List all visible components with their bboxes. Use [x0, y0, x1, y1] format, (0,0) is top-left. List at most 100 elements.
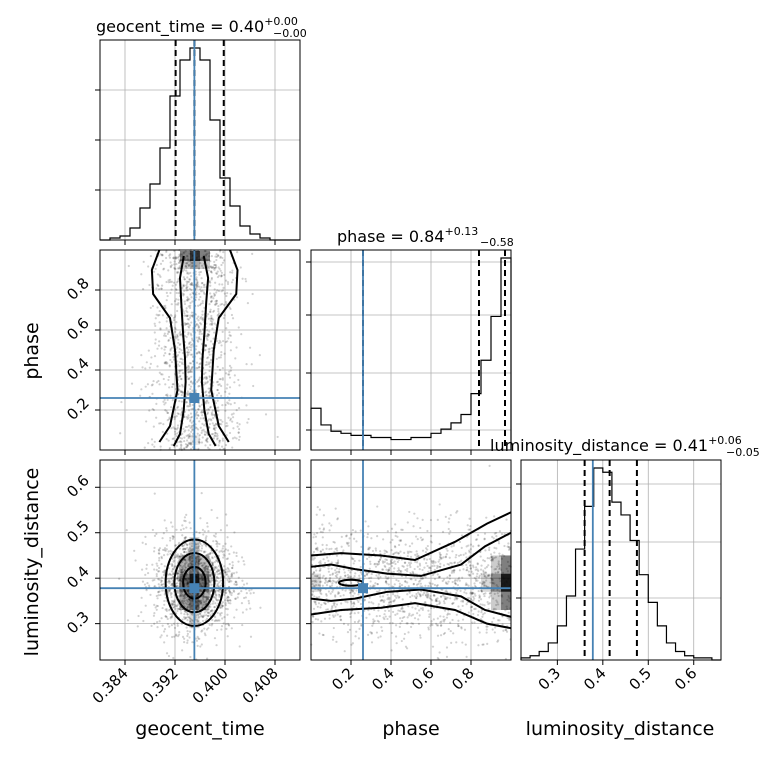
sample-point: [228, 392, 231, 395]
sample-point: [203, 292, 206, 295]
sample-point: [196, 283, 199, 286]
sample-point: [219, 356, 222, 359]
sample-point: [464, 552, 467, 555]
sample-point: [213, 266, 216, 270]
sample-point: [207, 611, 210, 614]
sample-point: [388, 615, 391, 618]
sample-point: [390, 548, 393, 552]
sample-point: [231, 564, 234, 567]
sample-point: [327, 570, 330, 573]
sample-point: [326, 608, 329, 611]
sample-point: [199, 592, 202, 595]
sample-point: [228, 579, 231, 582]
sample-point: [208, 365, 211, 368]
sample-point: [447, 563, 451, 566]
sample-point: [226, 635, 229, 638]
sample-point: [173, 299, 177, 303]
sample-point: [397, 552, 400, 555]
sample-point: [421, 518, 424, 521]
sample-point: [155, 416, 158, 419]
sample-point: [186, 276, 189, 279]
sample-point: [486, 557, 489, 560]
sample-point: [207, 570, 210, 574]
sample-point: [197, 440, 200, 443]
sample-point: [230, 545, 233, 548]
sample-point: [335, 603, 339, 606]
sample-point: [176, 309, 179, 313]
sample-point: [181, 599, 184, 602]
sample-point: [196, 329, 199, 332]
sample-point: [161, 430, 164, 433]
sample-point: [445, 582, 448, 585]
sample-point: [197, 408, 200, 411]
sample-point: [335, 567, 338, 570]
sample-point: [223, 554, 226, 557]
sample-point: [403, 632, 406, 636]
sample-point: [198, 376, 201, 379]
sample-point: [456, 561, 459, 565]
sample-point: [175, 321, 178, 324]
sample-point: [204, 439, 207, 442]
sample-point: [407, 605, 410, 608]
sample-point: [230, 591, 233, 595]
sample-point: [173, 266, 176, 269]
sample-point: [209, 443, 212, 447]
sample-point: [439, 621, 442, 624]
sample-point: [338, 615, 342, 618]
sample-point: [170, 303, 173, 306]
sample-point: [210, 266, 213, 269]
sample-point: [191, 314, 194, 317]
sample-point: [479, 581, 482, 584]
sample-point: [368, 613, 371, 616]
sample-point: [205, 570, 208, 574]
sample-point: [182, 310, 185, 313]
sample-point: [410, 614, 413, 617]
sample-point: [417, 622, 421, 625]
sample-point: [217, 569, 220, 572]
sample-point: [355, 589, 358, 592]
sample-point: [222, 303, 226, 307]
sample-point: [452, 544, 455, 547]
sample-point: [228, 376, 232, 379]
sample-point: [180, 333, 183, 336]
sample-point: [180, 333, 183, 336]
sample-point: [455, 511, 458, 514]
sample-point: [162, 630, 166, 633]
sample-point: [171, 557, 174, 560]
sample-point: [176, 303, 180, 306]
sample-point: [220, 602, 223, 605]
sample-point: [176, 424, 180, 427]
sample-point: [177, 633, 181, 636]
sample-point: [201, 629, 204, 632]
sample-point: [168, 572, 171, 575]
contour-phase-vs-geocent-time: [172, 255, 187, 447]
sample-point: [182, 294, 185, 297]
sample-point: [156, 564, 159, 567]
sample-point: [185, 626, 188, 629]
sample-point: [332, 626, 335, 630]
sample-point: [177, 607, 180, 611]
sample-point: [393, 567, 396, 570]
sample-point: [166, 398, 169, 402]
sample-point: [222, 286, 225, 289]
phase-y-tick-label: 0.2: [63, 394, 93, 424]
sample-point: [488, 548, 491, 552]
sample-point: [209, 561, 213, 564]
sample-point: [176, 553, 179, 556]
sample-point: [186, 299, 189, 302]
sample-point: [202, 533, 205, 536]
sample-point: [169, 348, 172, 351]
sample-point: [160, 617, 163, 620]
sample-point: [187, 416, 190, 419]
sample-point: [332, 540, 335, 544]
sample-point: [204, 570, 207, 573]
sample-point: [357, 581, 360, 584]
sample-point: [203, 562, 207, 565]
sample-point: [477, 589, 480, 593]
sample-point: [213, 434, 217, 437]
sample-point: [316, 605, 319, 608]
sample-point: [166, 573, 170, 576]
hist-phase-bar: [311, 408, 321, 450]
sample-point: [469, 597, 472, 600]
sample-point: [180, 400, 184, 403]
